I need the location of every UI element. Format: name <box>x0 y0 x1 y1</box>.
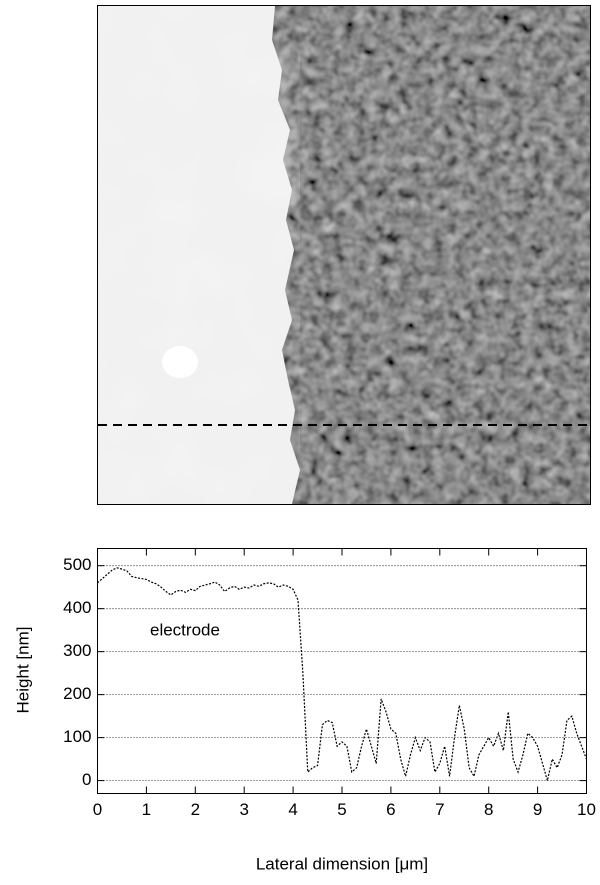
x-tick-label: 9 <box>533 800 542 819</box>
electrode-texture <box>98 6 300 504</box>
x-axis-label: Lateral dimension [μm] <box>256 854 428 873</box>
x-tick-label: 0 <box>93 800 102 819</box>
x-tick-label: 10 <box>577 800 596 819</box>
x-tick-label: 7 <box>435 800 444 819</box>
y-tick-label: 400 <box>63 598 91 617</box>
annotation: electrode <box>150 620 220 639</box>
y-axis-label: Height [nm] <box>13 627 32 714</box>
x-tick-label: 4 <box>288 800 297 819</box>
x-tick-label: 6 <box>386 800 395 819</box>
x-tick-label: 8 <box>484 800 493 819</box>
y-tick-label: 500 <box>63 555 91 574</box>
y-tick-label: 200 <box>63 684 91 703</box>
x-tick-label: 2 <box>191 800 200 819</box>
particle <box>162 346 198 378</box>
x-tick-label: 1 <box>142 800 151 819</box>
y-tick-label: 100 <box>63 727 91 746</box>
y-tick-label: 0 <box>82 770 91 789</box>
y-tick-label: 300 <box>63 641 91 660</box>
image-frame <box>97 5 591 505</box>
x-tick-label: 3 <box>239 800 248 819</box>
afm-image <box>98 6 590 504</box>
profile <box>97 567 588 781</box>
x-tick-label: 5 <box>337 800 346 819</box>
plot-frame <box>97 548 587 794</box>
